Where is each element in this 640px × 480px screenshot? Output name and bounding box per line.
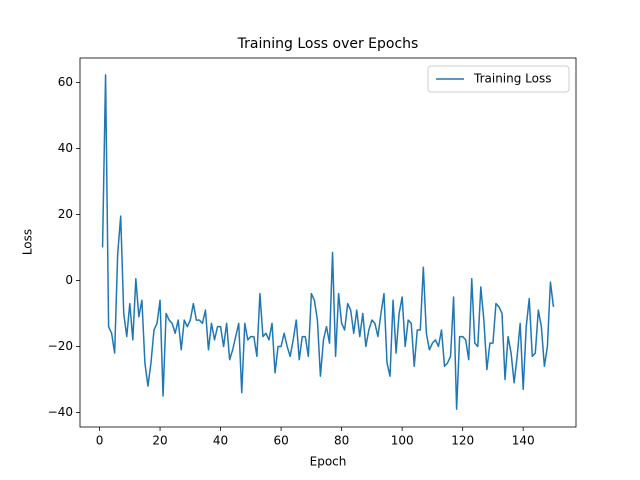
y-tick-label: 40 (58, 141, 73, 155)
y-tick-label: 60 (58, 75, 73, 89)
legend-box (427, 65, 570, 93)
x-tick-label: 120 (451, 434, 474, 448)
x-tick-label: 20 (152, 434, 167, 448)
x-axis-label: Epoch (310, 455, 347, 469)
line-series (101, 74, 555, 410)
x-tick-label: 100 (391, 434, 414, 448)
x-tick-label: 140 (512, 434, 535, 448)
x-tick-label: 40 (213, 434, 228, 448)
y-tick-label: −40 (48, 405, 73, 419)
legend-label: Training Loss (473, 72, 551, 86)
y-tick-label: 20 (58, 207, 73, 221)
y-tick-label: 0 (65, 273, 73, 287)
chart-title: Training Loss over Epochs (237, 36, 419, 52)
plot-frame (79, 57, 577, 428)
x-tick-label: 80 (334, 434, 349, 448)
y-tick-label: −20 (48, 339, 73, 353)
x-tick-label: 0 (96, 434, 104, 448)
x-tick-label: 60 (273, 434, 288, 448)
y-axis-label: Loss (21, 229, 35, 255)
